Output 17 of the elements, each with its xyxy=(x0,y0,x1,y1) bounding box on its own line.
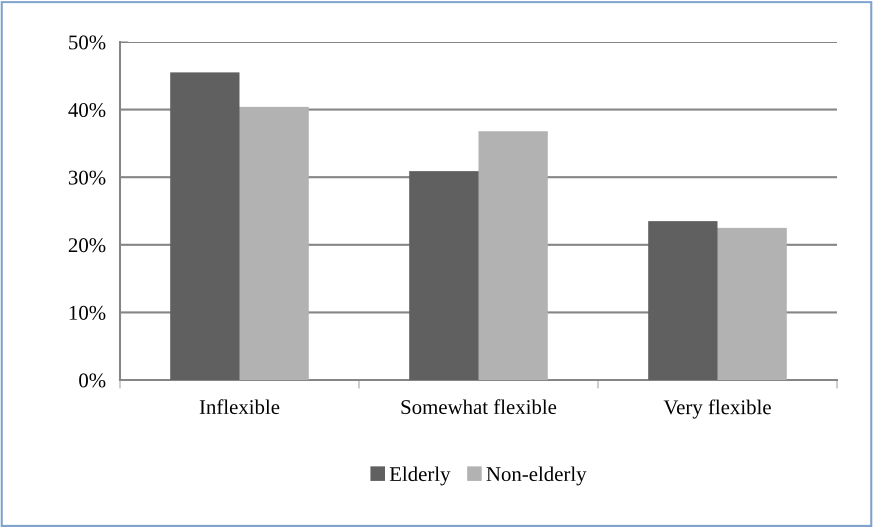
x-tick-label: Somewhat flexible xyxy=(402,399,556,414)
bar xyxy=(718,228,787,380)
y-tick-label: 30% xyxy=(68,170,106,185)
legend-label: Non-elderly xyxy=(486,466,586,486)
y-tick-label: 10% xyxy=(70,306,106,320)
bar xyxy=(478,131,548,380)
y-tick-label: 40% xyxy=(68,102,106,118)
y-tick-label: 20% xyxy=(68,238,106,252)
bar xyxy=(170,72,240,380)
y-tick-label: 0% xyxy=(79,373,106,388)
bar xyxy=(648,221,718,380)
bar xyxy=(409,171,478,380)
x-tick-label: Inflexible xyxy=(200,399,280,414)
y-tick-label: 50% xyxy=(69,35,106,50)
legend-label: Elderly xyxy=(390,466,450,486)
bar xyxy=(240,106,309,380)
x-tick-label: Very flexible xyxy=(664,399,771,419)
